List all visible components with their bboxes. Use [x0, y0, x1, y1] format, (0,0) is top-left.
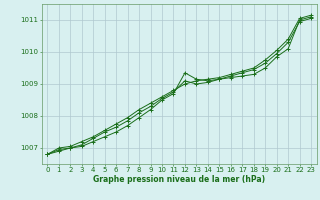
X-axis label: Graphe pression niveau de la mer (hPa): Graphe pression niveau de la mer (hPa): [93, 175, 265, 184]
